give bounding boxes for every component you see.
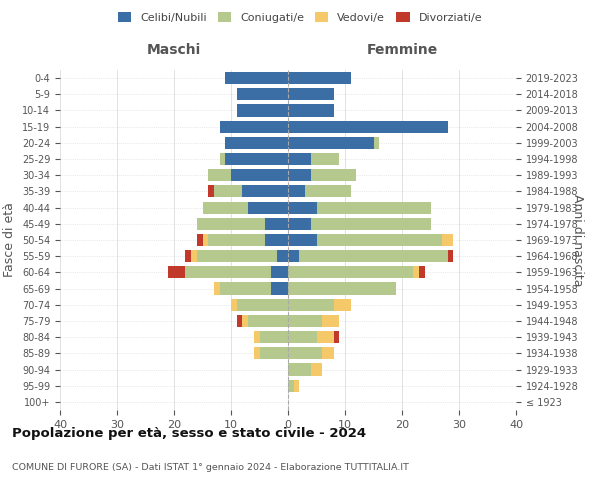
Bar xyxy=(248,202,288,213)
Bar xyxy=(231,169,288,181)
Bar xyxy=(203,202,248,213)
Text: COMUNE DI FURORE (SA) - Dati ISTAT 1° gennaio 2024 - Elaborazione TUTTITALIA.IT: COMUNE DI FURORE (SA) - Dati ISTAT 1° ge… xyxy=(12,462,409,471)
Bar xyxy=(299,250,448,262)
Bar xyxy=(208,234,265,246)
Bar xyxy=(288,72,350,84)
Bar xyxy=(288,169,311,181)
Bar xyxy=(236,104,288,117)
Bar xyxy=(288,88,334,101)
Bar xyxy=(288,298,334,311)
Bar xyxy=(231,298,236,311)
Bar xyxy=(288,137,373,149)
Bar xyxy=(288,250,299,262)
Bar xyxy=(442,234,454,246)
Bar xyxy=(242,315,248,327)
Bar xyxy=(413,266,419,278)
Bar xyxy=(288,380,294,392)
Bar xyxy=(311,364,322,376)
Legend: Celibi/Nubili, Coniugati/e, Vedovi/e, Divorziati/e: Celibi/Nubili, Coniugati/e, Vedovi/e, Di… xyxy=(113,8,487,28)
Bar xyxy=(226,153,288,165)
Bar xyxy=(305,186,351,198)
Bar xyxy=(237,315,242,327)
Bar xyxy=(311,153,340,165)
Y-axis label: Anni di nascita: Anni di nascita xyxy=(571,194,584,286)
Bar xyxy=(236,88,288,101)
Bar xyxy=(185,266,271,278)
Text: Femmine: Femmine xyxy=(367,43,437,57)
Bar xyxy=(191,250,197,262)
Bar xyxy=(288,153,311,165)
Bar xyxy=(265,234,288,246)
Text: Maschi: Maschi xyxy=(147,43,201,57)
Bar xyxy=(288,348,322,360)
Bar xyxy=(288,104,334,117)
Bar xyxy=(317,234,442,246)
Bar xyxy=(197,234,203,246)
Bar xyxy=(294,380,299,392)
Bar xyxy=(288,364,311,376)
Bar xyxy=(254,331,260,343)
Bar xyxy=(373,137,379,149)
Bar xyxy=(271,282,288,294)
Bar xyxy=(271,266,288,278)
Bar xyxy=(197,218,265,230)
Bar xyxy=(288,234,317,246)
Bar xyxy=(448,250,454,262)
Bar xyxy=(265,218,288,230)
Bar xyxy=(220,153,226,165)
Bar xyxy=(311,169,356,181)
Bar xyxy=(254,348,260,360)
Bar xyxy=(185,250,191,262)
Bar xyxy=(288,282,397,294)
Bar xyxy=(260,331,288,343)
Bar xyxy=(208,186,214,198)
Bar xyxy=(311,218,431,230)
Text: Popolazione per età, sesso e stato civile - 2024: Popolazione per età, sesso e stato civil… xyxy=(12,428,366,440)
Bar xyxy=(248,315,288,327)
Bar xyxy=(242,186,288,198)
Bar xyxy=(334,331,340,343)
Bar xyxy=(288,186,305,198)
Bar xyxy=(203,234,208,246)
Bar xyxy=(317,202,431,213)
Bar xyxy=(288,120,448,132)
Bar xyxy=(419,266,425,278)
Bar xyxy=(226,137,288,149)
Bar xyxy=(288,331,317,343)
Bar xyxy=(260,348,288,360)
Bar xyxy=(288,266,413,278)
Bar xyxy=(288,218,311,230)
Bar xyxy=(197,250,277,262)
Bar xyxy=(220,120,288,132)
Bar xyxy=(226,72,288,84)
Bar xyxy=(317,331,334,343)
Bar xyxy=(214,282,220,294)
Bar xyxy=(322,348,334,360)
Bar xyxy=(288,315,322,327)
Y-axis label: Fasce di età: Fasce di età xyxy=(4,202,16,278)
Bar xyxy=(288,202,317,213)
Bar xyxy=(236,298,288,311)
Bar xyxy=(277,250,288,262)
Bar xyxy=(208,169,231,181)
Bar xyxy=(334,298,351,311)
Bar xyxy=(168,266,185,278)
Bar xyxy=(220,282,271,294)
Bar xyxy=(322,315,340,327)
Bar xyxy=(214,186,242,198)
